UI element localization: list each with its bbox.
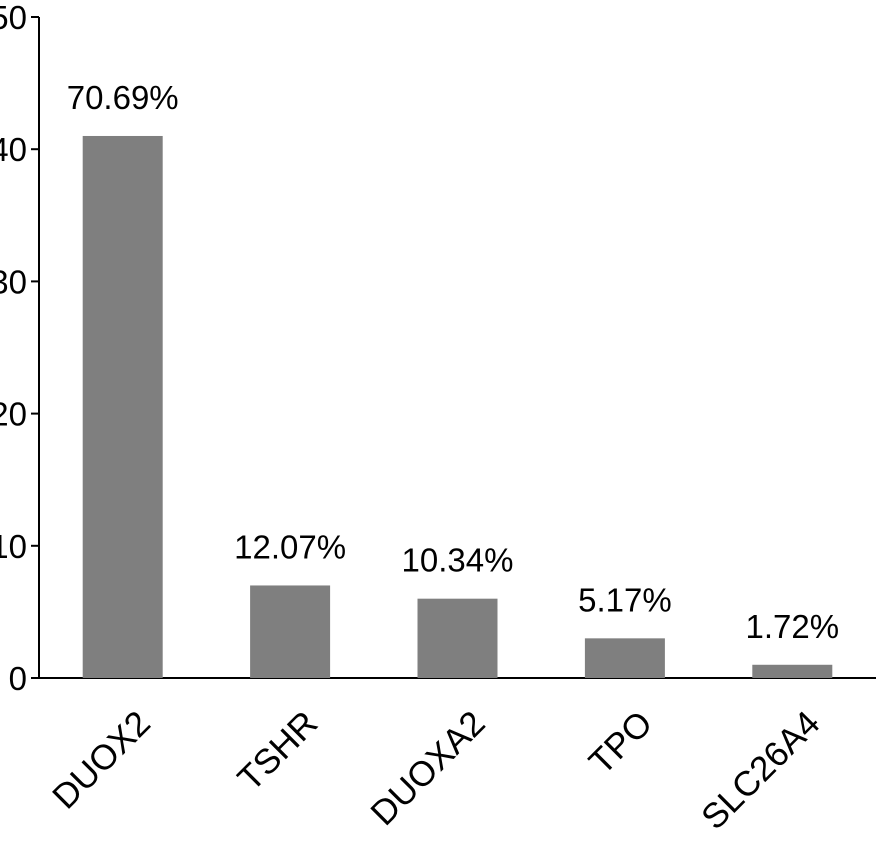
x-category-label-duox2: DUOX2 bbox=[45, 704, 158, 817]
x-category-label-tpo: TPO bbox=[582, 704, 660, 782]
y-tick-label: 30 bbox=[0, 263, 27, 300]
bar-tpo bbox=[584, 638, 665, 678]
y-tick-label: 0 bbox=[9, 660, 27, 697]
y-tick-label: 40 bbox=[0, 131, 27, 168]
data-labels-group: 70.69% 12.07% 10.34% 5.17% 1.72% bbox=[67, 79, 839, 645]
bars-group bbox=[82, 135, 833, 679]
x-category-label-tshr: TSHR bbox=[230, 704, 325, 799]
x-category-label-duoxa2: DUOXA2 bbox=[363, 704, 492, 833]
data-label-duoxa2: 10.34% bbox=[402, 542, 514, 579]
bar-duox2 bbox=[82, 135, 163, 679]
data-label-tshr: 12.07% bbox=[234, 528, 346, 565]
y-tick-label: 10 bbox=[0, 528, 27, 565]
data-label-duox2: 70.69% bbox=[67, 79, 179, 116]
bar-duoxa2 bbox=[417, 598, 498, 678]
bar-tshr bbox=[250, 585, 331, 678]
y-tick-label: 20 bbox=[0, 396, 27, 433]
x-category-label-slc26a4: SLC26A4 bbox=[694, 704, 828, 838]
data-label-slc26a4: 1.72% bbox=[746, 608, 840, 645]
y-axis-ticks: 0 10 20 30 40 50 bbox=[0, 0, 39, 697]
y-tick-label: 50 bbox=[0, 0, 27, 36]
category-labels-group: DUOX2 TSHR DUOXA2 TPO SLC26A4 bbox=[45, 704, 827, 838]
bar-slc26a4 bbox=[752, 664, 833, 678]
data-label-tpo: 5.17% bbox=[578, 581, 672, 618]
